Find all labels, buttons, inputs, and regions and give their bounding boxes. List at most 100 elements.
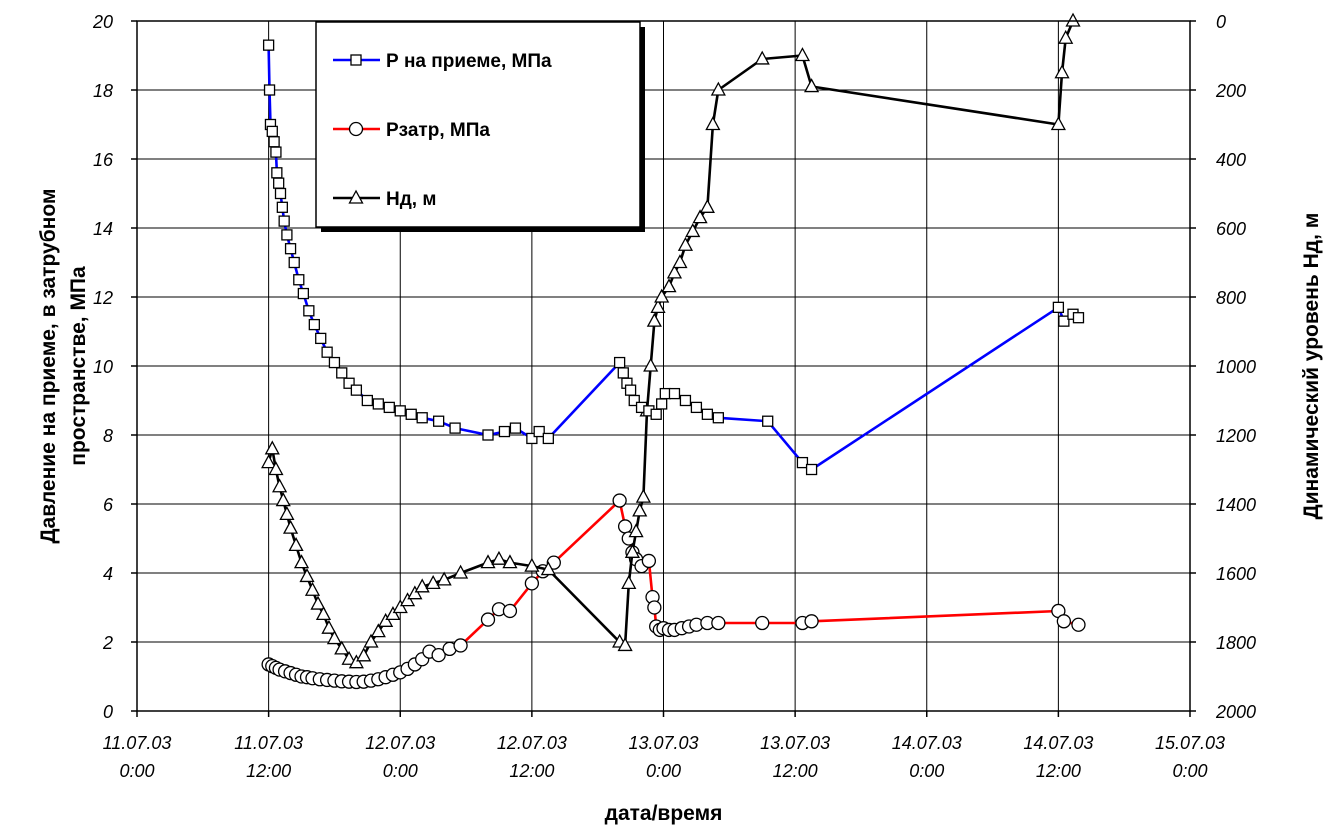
data-point-square — [449, 422, 461, 434]
x-tick-label-time: 0:00 — [1172, 761, 1207, 781]
y-left-tick-label: 6 — [103, 495, 114, 515]
data-point-triangle — [378, 612, 394, 627]
data-point-triangle — [666, 264, 683, 279]
data-point-square — [498, 425, 511, 438]
data-point-square — [624, 384, 637, 396]
data-point-triangle — [414, 578, 430, 593]
data-point-triangle — [803, 78, 820, 93]
data-point-triangle — [710, 81, 726, 96]
legend-label: Р на приеме, МПа — [386, 51, 552, 72]
x-tick-label-date: 14.07.03 — [892, 733, 962, 753]
data-point-circle — [755, 615, 770, 631]
data-point-square — [297, 287, 310, 300]
data-point-triangle — [1058, 29, 1074, 44]
data-point-triangle — [654, 288, 670, 303]
x-tick-label-date: 15.07.03 — [1155, 733, 1225, 753]
data-point-triangle — [452, 564, 469, 579]
x-axis-title: дата/время — [605, 802, 723, 825]
x-tick-label-date: 11.07.03 — [103, 733, 172, 753]
x-tick-label-date: 14.07.03 — [1023, 733, 1093, 753]
data-point-square — [293, 274, 305, 286]
data-point-square — [668, 387, 681, 400]
data-point-square — [542, 432, 554, 445]
data-point-square — [679, 394, 692, 407]
data-point-triangle — [502, 554, 518, 569]
data-point-triangle — [315, 606, 332, 621]
data-point-square — [526, 432, 538, 445]
data-point-square — [315, 332, 327, 345]
data-point-triangle — [480, 554, 496, 569]
data-point-triangle — [650, 298, 666, 314]
data-point-square — [350, 384, 363, 396]
data-point-square — [266, 125, 278, 138]
data-point-triangle — [279, 505, 295, 520]
y-right-tick-label: 400 — [1216, 150, 1246, 170]
data-point-square — [288, 256, 300, 269]
data-point-circle — [502, 603, 518, 619]
y-left-tick-label: 2 — [102, 633, 113, 653]
x-tick-label-date: 11.07.03 — [234, 733, 303, 753]
data-point-triangle — [425, 574, 441, 589]
legend-box — [315, 21, 641, 228]
data-point-triangle — [436, 571, 452, 586]
y-left-tick-label: 18 — [93, 81, 113, 101]
data-point-square — [308, 318, 320, 331]
x-tick-label-date: 12.07.03 — [365, 733, 435, 753]
data-point-circle — [711, 615, 726, 631]
data-point-square — [805, 463, 818, 476]
legend: Р на приеме, МПа Рзатр, МПа Нд, м — [315, 21, 645, 232]
series-line — [268, 499, 1079, 684]
data-point-square — [762, 415, 774, 427]
data-point-triangle — [643, 357, 659, 372]
data-point-triangle — [540, 561, 556, 576]
data-point-triangle — [685, 223, 701, 238]
data-point-square — [383, 401, 395, 414]
legend-marker-circle — [348, 121, 364, 137]
data-point-triangle — [524, 557, 540, 572]
data-point-triangle — [334, 640, 350, 655]
y-right-tick-label: 1000 — [1216, 357, 1256, 377]
y-left-tick-label: 14 — [93, 219, 113, 239]
data-point-circle — [617, 519, 633, 534]
data-point-triangle — [646, 312, 662, 327]
y-right-tick-label: 1600 — [1216, 564, 1256, 584]
data-point-triangle — [628, 523, 644, 538]
data-point-square — [617, 367, 629, 379]
data-point-square — [533, 425, 545, 438]
data-point-square — [394, 405, 406, 417]
data-point-square — [262, 39, 275, 51]
data-point-square — [712, 412, 724, 424]
y-left-tick-label: 10 — [93, 357, 113, 377]
data-point-triangle — [407, 585, 423, 600]
data-point-triangle — [363, 633, 379, 648]
data-point-triangle — [272, 478, 288, 493]
data-point-square — [613, 356, 626, 369]
data-point-triangle — [399, 592, 416, 607]
data-point-square — [656, 398, 668, 410]
data-point-triangle — [1065, 12, 1081, 27]
data-point-triangle — [677, 236, 694, 251]
data-point-square — [416, 412, 428, 424]
data-point-triangle — [1054, 64, 1070, 79]
data-point-square — [1052, 301, 1065, 314]
data-point-triangle — [299, 568, 315, 583]
data-point-square — [268, 136, 280, 148]
axis-ticks: 11.07.03 0:00 11.07.03 12:00 12.07.03 0:00 12.… — [92, 12, 1256, 781]
data-point-circle — [612, 493, 627, 508]
data-point-square — [343, 377, 355, 389]
data-point-triangle — [672, 254, 688, 269]
y-right-tick-label: 200 — [1215, 81, 1246, 101]
y-left-axis-title-line: пространстве, МПа — [67, 266, 90, 466]
data-point-triangle — [635, 488, 651, 503]
data-point-triangle — [293, 554, 310, 569]
data-point-triangle — [310, 595, 326, 610]
x-tick-label-time: 12:00 — [1036, 761, 1081, 781]
x-tick-label-date: 13.07.03 — [760, 733, 830, 753]
data-point-triangle — [491, 550, 507, 565]
data-point-circle — [647, 600, 662, 615]
data-point-square — [321, 346, 333, 358]
x-tick-label-time: 12:00 — [773, 761, 818, 781]
y-right-tick-label: 600 — [1216, 219, 1246, 239]
data-point-triangle — [341, 650, 357, 665]
